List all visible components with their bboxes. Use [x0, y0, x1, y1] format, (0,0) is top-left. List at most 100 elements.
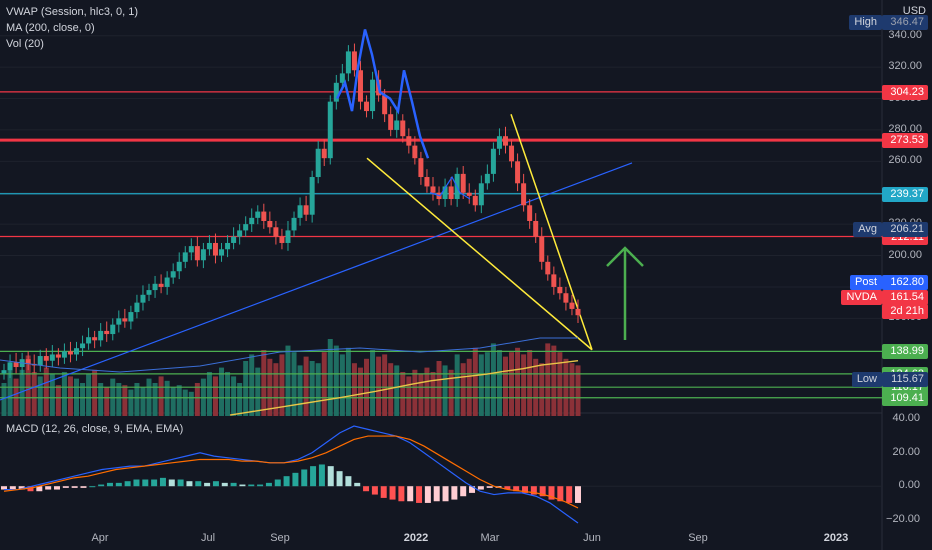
macd-histogram-bar [248, 484, 255, 487]
candle-body [460, 173, 466, 193]
volume-bar [339, 354, 345, 416]
volume-bar [31, 372, 37, 416]
volume-bar [49, 374, 55, 416]
volume-bar [25, 355, 31, 416]
volume-legend[interactable]: Vol (20) [6, 38, 44, 50]
volume-bar [249, 354, 255, 416]
volume-bar [80, 383, 86, 416]
volume-bar [315, 363, 321, 416]
low-value-tag: 115.67 [882, 372, 928, 387]
vwap-legend[interactable]: VWAP (Session, hlc3, 0, 1) [6, 6, 139, 18]
candle-body [200, 249, 206, 261]
macd-histogram-bar [477, 486, 484, 490]
last-price-tag: 161.54 [882, 290, 928, 305]
macd-histogram-bar [310, 466, 317, 487]
macd-histogram-bar [124, 481, 131, 487]
candle-body [152, 283, 158, 291]
macd-histogram-bar [363, 486, 370, 492]
candle-body [496, 136, 502, 149]
candle-body [261, 211, 267, 221]
macd-histogram-bar [106, 482, 113, 487]
symbol-label[interactable]: NVDA [841, 290, 882, 305]
volume-bar [424, 367, 430, 416]
volume-bar [448, 369, 454, 416]
macd-histogram-bar [71, 486, 78, 488]
candle-body [43, 356, 49, 361]
volume-bar [509, 352, 515, 416]
candle-body [231, 236, 237, 243]
volume-bar [502, 356, 508, 416]
volume-bar [345, 347, 351, 416]
macd-legend[interactable]: MACD (12, 26, close, 9, EMA, EMA) [6, 423, 184, 435]
candle-body [255, 211, 261, 218]
candle-body [49, 354, 55, 361]
macd-histogram-bar [239, 484, 246, 487]
price-axis-tick: 280.00 [888, 122, 922, 135]
volume-bar [261, 350, 267, 416]
volume-bar [460, 363, 466, 416]
ma-legend[interactable]: MA (200, close, 0) [6, 22, 95, 34]
candle-body [13, 362, 19, 368]
candle-body [279, 236, 285, 243]
avg-value-tag: 206.21 [882, 222, 928, 237]
time-axis-tick: 2023 [823, 532, 849, 544]
candle-body [37, 356, 43, 366]
volume-bar [219, 367, 225, 416]
candle-body [140, 294, 146, 303]
candle-body [394, 120, 400, 130]
macd-axis-tick: 0.00 [898, 479, 920, 492]
volume-bar [188, 391, 194, 416]
candle-body [134, 302, 140, 313]
volume-bar [231, 376, 237, 416]
volume-bar [285, 345, 291, 416]
volume-bar [303, 356, 309, 416]
macd-histogram-bar [389, 486, 396, 500]
macd-histogram-bar [274, 479, 281, 487]
volume-bar [194, 383, 200, 416]
macd-histogram-bar [265, 482, 272, 487]
macd-histogram-bar [159, 477, 166, 487]
volume-bar [472, 347, 478, 416]
candle-body [170, 271, 176, 278]
volume-bar [478, 354, 484, 416]
candle-body [67, 351, 73, 355]
macd-histogram-bar [133, 479, 140, 487]
volume-bar [436, 361, 442, 416]
macd-histogram-bar [442, 486, 449, 502]
macd-histogram-bar [115, 482, 122, 487]
candle-body [575, 308, 581, 316]
candle-body [424, 177, 430, 187]
volume-bar [490, 343, 496, 416]
volume-bar [527, 350, 533, 416]
volume-bar [55, 385, 61, 416]
price-axis-tick: 200.00 [888, 248, 922, 261]
volume-bar [152, 383, 158, 416]
volume-bar [128, 389, 134, 416]
macd-histogram-bar [27, 486, 34, 492]
macd-histogram-bar [416, 486, 423, 503]
volume-bar [140, 387, 146, 416]
time-axis-tick: Sep [688, 532, 708, 544]
candle-body [122, 318, 128, 322]
macd-histogram-bar [18, 486, 25, 490]
candle-body [527, 205, 533, 221]
candle-body [490, 148, 496, 174]
volume-bar [61, 372, 67, 416]
volume-bar [370, 350, 376, 416]
candle-body [237, 230, 243, 237]
macd-histogram-bar [9, 486, 16, 490]
volume-bar [212, 376, 218, 416]
time-axis-tick: Jul [200, 532, 216, 544]
macd-histogram-bar [327, 466, 334, 487]
volume-bar [406, 376, 412, 416]
candle-body [219, 249, 225, 256]
macd-histogram-bar [301, 469, 308, 487]
candle-body [406, 136, 412, 146]
volume-bar [442, 365, 448, 416]
macd-histogram-bar [195, 481, 202, 487]
volume-bar [86, 374, 92, 416]
volume-bar [484, 352, 490, 416]
macd-histogram-bar [469, 486, 476, 493]
candle-body [182, 252, 188, 262]
